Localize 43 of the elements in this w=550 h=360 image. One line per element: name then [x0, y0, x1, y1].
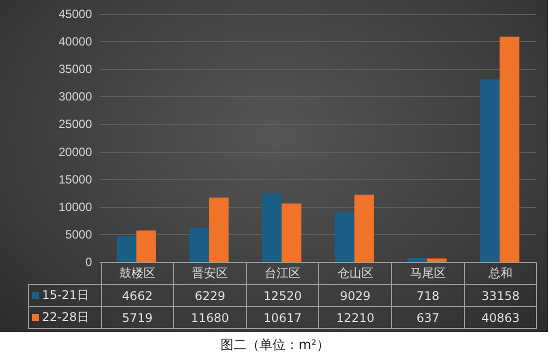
y-tick-label: 35000	[58, 62, 92, 76]
data-label: 637	[392, 306, 464, 328]
bar	[189, 228, 209, 262]
bar	[500, 36, 520, 262]
legend-label: 22-28日	[28, 306, 101, 328]
bar	[136, 230, 156, 262]
x-tick-label: 马尾区	[392, 262, 464, 284]
bar	[407, 258, 427, 262]
x-tick-label: 鼓楼区	[101, 262, 174, 284]
data-label: 9029	[318, 284, 392, 306]
bar	[116, 236, 136, 262]
data-label: 6229	[174, 284, 246, 306]
y-tick-label: 15000	[58, 172, 92, 186]
bar	[209, 198, 229, 262]
x-tick-label: 总和	[464, 262, 537, 284]
y-tick-label: 10000	[58, 200, 92, 214]
y-tick-label: 0	[85, 255, 92, 269]
data-label: 12210	[318, 306, 392, 328]
bar	[480, 79, 500, 262]
x-tick-label: 晋安区	[174, 262, 246, 284]
bar	[354, 194, 374, 262]
text: 图二（单位：m²）	[220, 337, 330, 354]
y-tick-label: 45000	[58, 7, 92, 21]
bar	[334, 212, 354, 262]
y-tick-label: 20000	[58, 144, 92, 159]
legend-label: 15-21日	[28, 284, 101, 306]
bar	[427, 258, 447, 262]
data-label: 11680	[174, 306, 246, 328]
bar	[262, 193, 282, 262]
y-tick-label: 5000	[65, 227, 92, 242]
data-label: 40863	[464, 306, 537, 328]
data-label: 718	[392, 284, 464, 306]
data-label: 33158	[464, 284, 537, 306]
y-tick-label: 25000	[58, 117, 92, 132]
x-tick-label: 台江区	[246, 262, 319, 284]
x-tick-label: 仓山区	[318, 262, 392, 284]
y-tick-label: 40000	[58, 34, 92, 49]
data-label: 4662	[101, 284, 174, 306]
bar	[282, 203, 302, 262]
y-tick-label: 30000	[58, 90, 92, 104]
data-label: 10617	[246, 306, 319, 328]
data-label: 5719	[101, 306, 174, 328]
data-label: 12520	[246, 284, 319, 306]
